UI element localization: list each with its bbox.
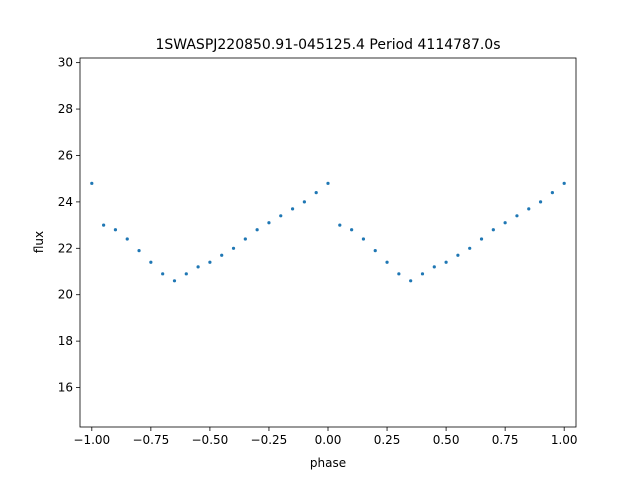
data-point (527, 207, 531, 211)
y-tick-label: 18 (58, 334, 73, 348)
data-point (456, 253, 460, 257)
data-point (444, 260, 448, 264)
y-tick-label: 30 (58, 56, 73, 70)
data-point (161, 272, 165, 276)
x-axis-label: phase (310, 456, 346, 470)
y-tick-label: 26 (58, 148, 73, 162)
data-point (231, 246, 236, 250)
data-point (255, 228, 259, 232)
x-tick-label: 1.00 (551, 433, 578, 447)
x-tick-label: −0.50 (192, 433, 229, 447)
y-tick-label: 20 (58, 288, 73, 302)
data-point (279, 214, 283, 218)
data-point (538, 200, 543, 204)
data-point (113, 228, 118, 232)
y-tick-label: 28 (58, 102, 73, 116)
x-tick-label: −1.00 (73, 433, 110, 447)
data-point (90, 181, 94, 185)
data-point (137, 249, 141, 253)
data-point (172, 279, 177, 283)
y-tick-label: 22 (58, 241, 73, 255)
data-point (326, 181, 330, 185)
x-tick-label: −0.25 (251, 433, 288, 447)
y-tick-label: 24 (58, 195, 73, 209)
data-point (338, 223, 342, 227)
data-point (409, 279, 413, 283)
data-point (243, 237, 247, 241)
data-point (302, 200, 306, 204)
data-point (373, 249, 377, 253)
data-point (385, 260, 389, 264)
data-point (420, 272, 425, 276)
scatter-points (90, 181, 566, 283)
data-point (361, 237, 366, 241)
data-point (267, 221, 271, 225)
data-point (432, 265, 436, 269)
data-point (550, 191, 554, 195)
data-point (515, 214, 519, 218)
data-point (149, 260, 153, 264)
data-point (562, 181, 566, 185)
data-point (290, 207, 295, 211)
x-tick-label: 0.75 (492, 433, 519, 447)
data-point (208, 260, 212, 264)
data-point (184, 272, 188, 276)
x-tick-label: 0.50 (433, 433, 460, 447)
y-tick-label: 16 (58, 381, 73, 395)
x-tick-label: 0.25 (374, 433, 401, 447)
x-tick-label: 0.00 (315, 433, 342, 447)
x-axis-ticks: −1.00 −0.75 −0.50 −0.25 0.00 0.25 0.50 0.75 1.00 (73, 427, 578, 447)
x-tick-label: −0.75 (132, 433, 169, 447)
y-axis-ticks: 16 18 20 22 24 26 28 30 (58, 56, 80, 395)
data-point (397, 272, 401, 276)
data-point (468, 246, 472, 250)
data-point (196, 265, 200, 269)
data-point (314, 191, 318, 195)
data-point (220, 253, 224, 257)
data-point (491, 228, 495, 232)
data-point (350, 228, 354, 232)
data-point (503, 221, 507, 225)
data-point (479, 237, 484, 241)
data-point (125, 237, 129, 241)
chart-title: 1SWASPJ220850.91-045125.4 Period 4114787… (155, 37, 500, 53)
data-point (102, 223, 106, 227)
y-axis-label: flux (32, 231, 46, 253)
